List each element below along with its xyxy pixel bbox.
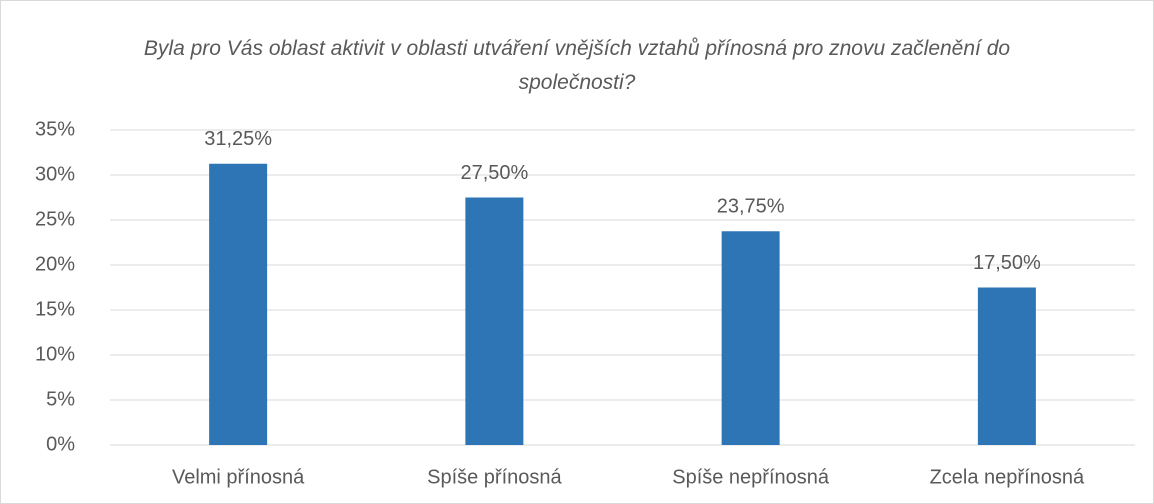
bar — [465, 197, 524, 445]
y-tick-label: 20% — [35, 253, 75, 275]
y-tick-label: 5% — [46, 388, 75, 410]
x-tick-label: Spíše nepřínosná — [672, 466, 830, 488]
bar — [721, 231, 780, 445]
y-tick-label: 25% — [35, 208, 75, 230]
x-tick-label: Zcela nepřínosná — [930, 466, 1085, 488]
y-tick-label: 30% — [35, 163, 75, 185]
data-label: 23,75% — [717, 196, 785, 218]
y-tick-label: 10% — [35, 343, 75, 365]
data-label: 31,25% — [204, 128, 272, 150]
data-label: 27,50% — [460, 162, 528, 184]
x-tick-label: Velmi přínosná — [172, 466, 305, 488]
bar — [209, 163, 268, 445]
y-tick-label: 15% — [35, 298, 75, 320]
bar — [977, 287, 1036, 445]
y-tick-label: 0% — [46, 433, 75, 455]
data-label: 17,50% — [973, 252, 1041, 274]
x-tick-label: Spíše přínosná — [427, 466, 562, 488]
y-tick-label: 35% — [35, 118, 75, 140]
chart-title: Byla pro Vás oblast aktivit v oblasti ut… — [143, 37, 1011, 94]
